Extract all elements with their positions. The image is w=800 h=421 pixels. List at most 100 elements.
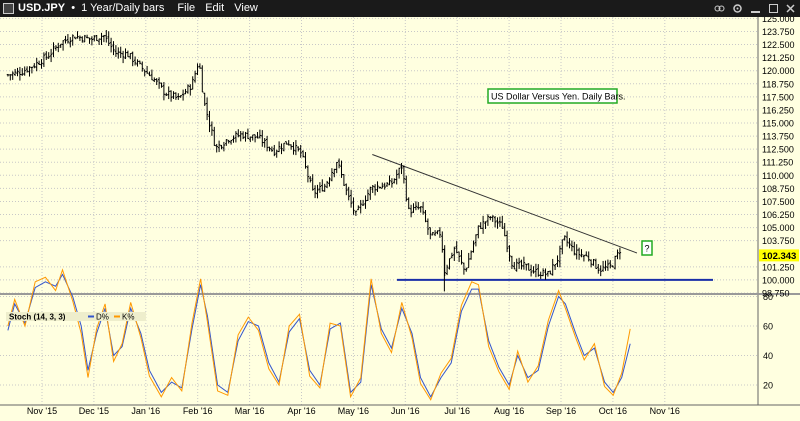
price-bar	[481, 215, 485, 234]
price-bar	[97, 38, 101, 45]
trendline[interactable]	[372, 154, 638, 254]
price-bar	[520, 259, 523, 270]
price-bar	[189, 84, 192, 96]
price-bar	[469, 250, 473, 260]
price-bar	[93, 35, 96, 42]
price-bar	[33, 63, 36, 69]
price-axis: 125.000 123.750 122.500 121.250 120.000 118.7…	[759, 17, 799, 298]
price-bar	[570, 240, 574, 252]
price-tick-label: 113.750	[762, 132, 794, 142]
price-bar	[349, 189, 353, 208]
price-bar	[479, 222, 482, 230]
price-bar	[515, 258, 518, 272]
trendline-segment[interactable]	[372, 154, 638, 254]
price-bar	[201, 65, 204, 93]
stoch-tick-label: 40	[763, 351, 773, 361]
price-bar	[510, 255, 514, 270]
price-bar	[431, 231, 434, 236]
price-bar	[119, 46, 122, 58]
price-bar	[131, 51, 134, 67]
price-bar	[450, 252, 454, 259]
price-bar	[541, 268, 545, 277]
maximize-icon[interactable]	[768, 3, 779, 14]
price-bar	[61, 40, 65, 51]
price-bar	[328, 177, 331, 187]
price-bar	[309, 176, 312, 183]
price-bar	[493, 216, 497, 228]
timeframe-label[interactable]: 1 Year/Daily bars	[81, 2, 165, 14]
price-bar	[265, 135, 269, 152]
price-bar	[503, 223, 506, 237]
price-bar	[268, 146, 271, 152]
price-bar	[165, 92, 168, 97]
price-tick-label: 123.750	[762, 27, 795, 37]
link-icon[interactable]	[714, 3, 725, 14]
date-tick-label: Nov '15	[27, 406, 57, 416]
chart-type-icon[interactable]	[3, 3, 14, 14]
price-bar	[59, 43, 62, 48]
price-bar	[517, 257, 521, 269]
close-icon[interactable]	[785, 3, 796, 14]
stoch-legend-bar	[6, 312, 146, 321]
price-bar	[162, 82, 166, 101]
price-bar	[580, 249, 583, 258]
price-bar	[289, 144, 293, 150]
price-bar	[395, 169, 398, 185]
price-bar	[433, 230, 437, 237]
date-tick-label: Apr '16	[287, 406, 315, 416]
price-bar	[549, 270, 552, 275]
price-bar	[313, 185, 317, 199]
menu-file[interactable]: File	[177, 2, 196, 14]
legend-k-label: K%	[122, 313, 134, 322]
price-tick-label: 118.750	[762, 79, 794, 89]
price-bar	[78, 35, 82, 41]
date-tick-label: Jun '16	[391, 406, 420, 416]
price-bar	[575, 244, 578, 260]
price-tick-label: 108.750	[762, 184, 795, 194]
annotation-box[interactable]	[487, 88, 618, 104]
price-bar	[301, 150, 305, 158]
question-box[interactable]	[641, 240, 653, 256]
price-bar	[297, 146, 300, 152]
menu-view[interactable]: View	[234, 2, 258, 14]
price-bar	[57, 42, 60, 53]
price-bar	[477, 225, 480, 239]
stoch-tick-label: 20	[763, 381, 773, 391]
price-bar	[239, 131, 242, 142]
price-bar	[244, 131, 247, 142]
price-bar	[546, 271, 550, 277]
price-bar	[83, 34, 86, 43]
price-bar	[563, 235, 566, 241]
price-bar	[193, 70, 197, 83]
price-bar	[143, 69, 146, 77]
price-tick-label: 117.500	[762, 92, 794, 102]
price-bar	[445, 264, 449, 276]
settings-icon[interactable]	[732, 3, 743, 14]
price-bar	[258, 129, 262, 139]
price-bar	[390, 178, 394, 188]
minimize-icon[interactable]	[750, 3, 761, 14]
grid	[0, 17, 758, 405]
date-tick-label: Jan '16	[131, 406, 160, 416]
date-axis: Nov '15 Dec '15 Jan '16 Feb '16 Mar '16 Apr '…	[27, 406, 680, 416]
price-tick-label: 112.500	[762, 145, 794, 155]
menu-edit[interactable]: Edit	[205, 2, 225, 14]
date-tick-label: Nov '16	[650, 406, 680, 416]
price-tick-label: 116.250	[762, 105, 794, 115]
last-price-box	[759, 249, 799, 262]
price-bar	[508, 245, 511, 262]
symbol-label[interactable]: USD.JPY	[18, 2, 66, 14]
price-bar	[453, 246, 456, 262]
price-bar	[210, 121, 214, 136]
price-bar	[424, 210, 427, 223]
price-bar	[133, 56, 137, 66]
price-bar	[498, 216, 502, 227]
price-bar	[501, 215, 504, 229]
price-bar	[537, 264, 540, 277]
price-bar	[232, 135, 235, 143]
price-bar	[47, 52, 50, 59]
price-bar	[181, 89, 185, 101]
price-bar	[529, 264, 533, 277]
price-bar	[407, 197, 410, 210]
stochastic-axis: 20 40 60 80	[763, 292, 773, 391]
